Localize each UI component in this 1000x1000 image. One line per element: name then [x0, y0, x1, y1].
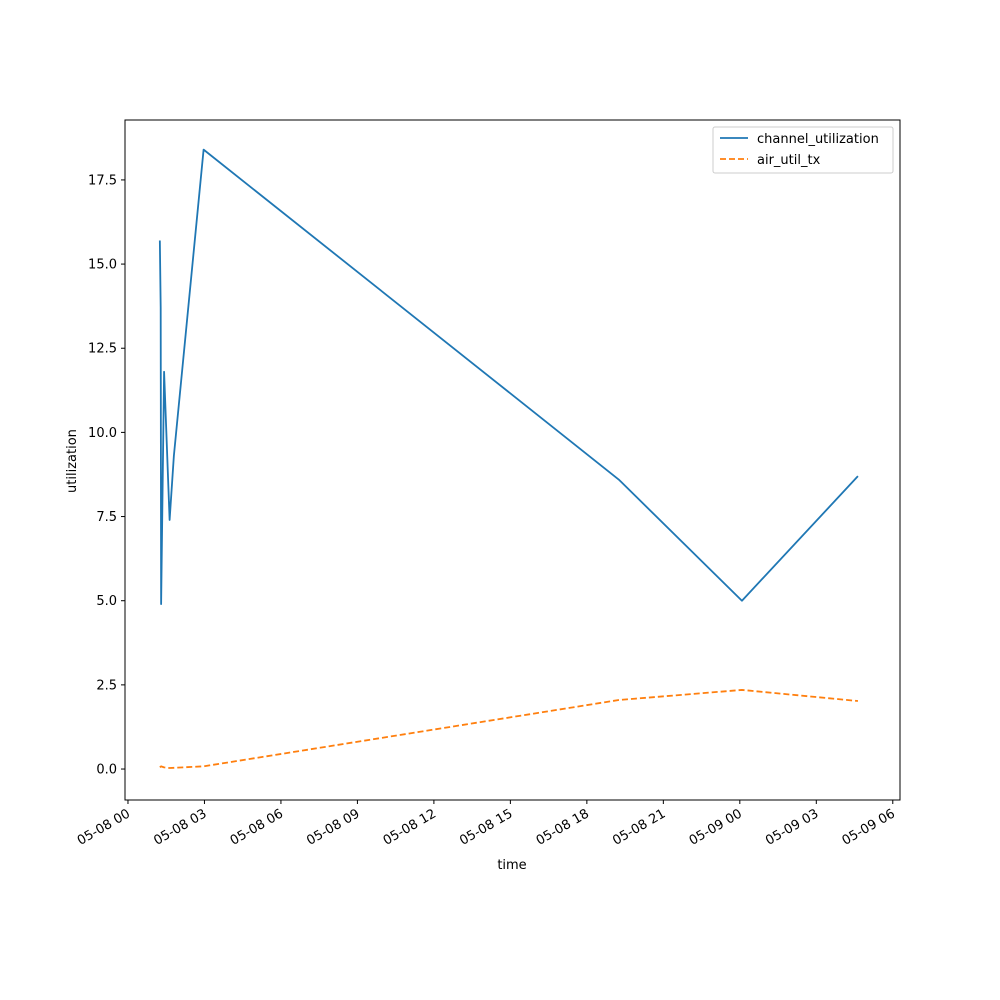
legend: channel_utilization air_util_tx — [712, 126, 894, 174]
x-axis-label: time — [497, 858, 526, 873]
y-axis: 0.0 2.5 5.0 7.5 10.0 12.5 15.0 17.5 — [88, 173, 125, 778]
y-axis-label: utilization — [65, 429, 80, 493]
y-tick-label: 7.5 — [96, 510, 117, 525]
y-tick-label: 15.0 — [88, 258, 117, 273]
series-line-channel-utilization — [158, 148, 859, 605]
y-tick-label: 5.0 — [96, 594, 117, 609]
y-tick-label: 10.0 — [88, 426, 117, 441]
plot-area — [125, 120, 900, 800]
series-layer — [158, 148, 859, 769]
legend-label-channel-utilization: channel_utilization — [757, 132, 879, 147]
y-tick-label: 12.5 — [88, 342, 117, 357]
y-tick-label: 0.0 — [96, 763, 117, 778]
legend-box — [712, 126, 894, 174]
series-line-air-util-tx — [159, 689, 859, 769]
plot-frame — [124, 119, 901, 801]
legend-label-air-util-tx: air_util_tx — [757, 153, 821, 168]
y-tick-label: 17.5 — [88, 173, 117, 188]
y-tick-label: 2.5 — [96, 678, 117, 693]
